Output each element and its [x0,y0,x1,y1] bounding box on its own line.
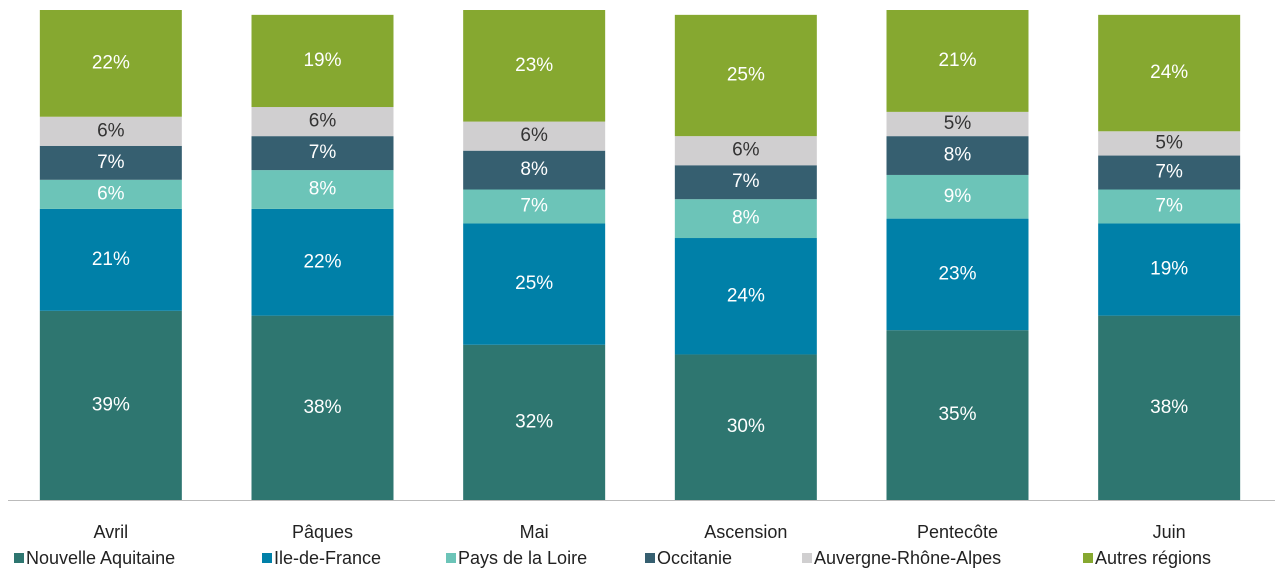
legend-label: Auvergne-Rhône-Alpes [814,548,1001,568]
data-label: 24% [1150,62,1188,83]
data-label: 6% [520,125,548,146]
data-label: 8% [944,145,972,166]
data-label: 25% [727,65,765,86]
data-label: 21% [92,249,130,270]
data-label: 38% [303,397,341,418]
data-label: 35% [938,404,976,425]
bar-segment [1098,315,1241,500]
bar-segment [463,223,606,345]
x-tick-label: Mai [520,522,549,542]
x-tick-label: Ascension [704,522,787,542]
bar-segment [251,107,394,137]
legend-label: Occitanie [657,548,732,568]
data-label: 22% [303,251,341,272]
bar-segment [1098,131,1241,156]
bar-segment [674,238,817,355]
legend-swatch [262,553,272,563]
bar-segment [251,170,394,209]
bar-segment [886,218,1029,331]
bar-segment [39,208,182,311]
data-label: 7% [520,196,548,217]
bar-segment [251,315,394,500]
legend-swatch [446,553,456,563]
bar-segment [886,330,1029,500]
bar-segment [886,10,1029,112]
bar-segment [463,189,606,224]
legend-label: Autres régions [1095,548,1211,568]
bar-segment [39,10,182,117]
bar-segment [1098,155,1241,190]
data-label: 25% [515,273,553,294]
data-label: 30% [727,416,765,437]
legend-label: Nouvelle Aquitaine [26,548,175,568]
data-label: 23% [938,263,976,284]
bar-segment [674,354,817,500]
bar-segment [1098,223,1241,316]
bar-segment [463,344,606,500]
bar-segment [886,174,1029,219]
data-label: 22% [92,52,130,73]
data-label: 24% [727,285,765,306]
bar-segment [674,14,817,137]
bar-segment [674,165,817,200]
legend-label: Ile-de-France [274,548,381,568]
bar-segment [251,208,394,316]
data-label: 38% [1150,397,1188,418]
bar-segment [251,14,394,108]
bar-segment [39,116,182,146]
data-label: 8% [309,179,337,200]
x-tick-label: Juin [1153,522,1186,542]
data-label: 8% [732,208,760,229]
data-label: 6% [309,111,337,132]
legend-swatch [14,553,24,563]
legend-label: Pays de la Loire [458,548,587,568]
data-label: 21% [938,50,976,71]
bar-segment [674,136,817,166]
data-label: 6% [97,120,125,141]
legend-swatch [802,553,812,563]
data-label: 32% [515,411,553,432]
data-label: 6% [732,140,760,161]
bar-segment [1098,14,1241,132]
bar-segment [39,145,182,180]
data-label: 7% [1155,196,1183,217]
bar-segment [674,199,817,239]
bar-segment [39,179,182,209]
data-label: 7% [97,152,125,173]
bar-segment [886,136,1029,175]
data-label: 23% [515,55,553,76]
x-tick-label: Avril [93,522,128,542]
legend-swatch [645,553,655,563]
legend-swatch [1083,553,1093,563]
bar-segment [463,10,606,122]
data-label: 19% [1150,259,1188,280]
data-label: 6% [97,183,125,204]
data-label: 5% [944,113,972,134]
data-label: 7% [309,142,337,163]
bar-segment [463,121,606,151]
data-label: 8% [520,159,548,180]
x-tick-label: Pentecôte [917,522,998,542]
data-label: 39% [92,394,130,415]
data-label: 7% [1155,162,1183,183]
bar-segment [1098,189,1241,224]
data-label: 19% [303,50,341,71]
x-tick-label: Pâques [292,522,353,542]
data-label: 7% [732,171,760,192]
bar-segment [886,111,1029,137]
data-label: 9% [944,186,972,207]
bar-segment [463,150,606,190]
bar-segment [39,310,182,500]
data-label: 5% [1155,132,1183,153]
bar-segment [251,136,394,171]
